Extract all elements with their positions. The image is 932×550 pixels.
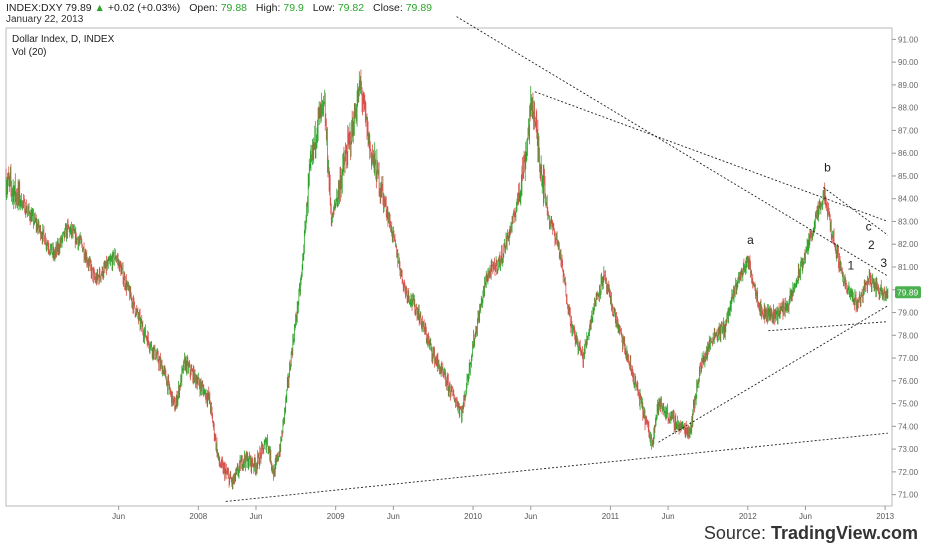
quote-header: INDEX:DXY 79.89 ▲ +0.02 (+0.03%) Open: 7… (6, 2, 432, 14)
date-label: January 22, 2013 (6, 14, 84, 25)
chart-legend: Dollar Index, D, INDEX Vol (20) (12, 33, 114, 59)
legend-volume: Vol (20) (12, 47, 47, 58)
x-tick-label: 2011 (602, 512, 620, 521)
open-value: 79.88 (220, 2, 247, 14)
y-tick-label: 78.00 (898, 331, 919, 340)
y-tick-label: 77.00 (898, 354, 919, 363)
plot-frame (5, 27, 893, 507)
wave-annotations: a b c 21 3 (747, 160, 887, 272)
x-tick-label: Jun (112, 512, 125, 521)
wave-label: 1 (847, 258, 854, 272)
y-tick-label: 82.00 (898, 240, 919, 249)
x-tick-label: Jun (662, 512, 675, 521)
y-tick-label: 75.00 (898, 400, 919, 409)
x-tick-label: 2012 (739, 512, 757, 521)
wave-label: 2 (868, 238, 875, 252)
y-tick-label: 91.00 (898, 35, 919, 44)
trendline (225, 432, 888, 502)
open-label: Open: (189, 2, 218, 14)
wave-label: b (824, 160, 831, 174)
y-tick-label: 84.00 (898, 195, 919, 204)
x-tick-label: 2008 (189, 512, 207, 521)
high-label: High: (255, 2, 281, 14)
price-change: +0.02 (+0.03%) (107, 2, 181, 14)
trendline (658, 305, 889, 443)
wave-label: a (747, 233, 754, 247)
y-tick-label: 72.00 (898, 468, 919, 477)
high-value: 79.9 (283, 2, 304, 14)
up-arrow-icon: ▲ (94, 2, 105, 14)
trendline (456, 16, 889, 277)
x-tick-label: Jun (799, 512, 812, 521)
source-prefix: Source: (703, 523, 771, 543)
price-tag-box (895, 286, 921, 299)
wave-label: 3 (880, 256, 887, 270)
source-credit: Source: TradingView.com (704, 523, 918, 544)
trendline (768, 321, 888, 332)
close-value: 79.89 (405, 2, 432, 14)
x-tick-label: Jun (387, 512, 400, 521)
last-price: 79.89 (65, 2, 92, 14)
y-tick-label: 73.00 (898, 445, 919, 454)
y-tick-label: 76.00 (898, 377, 919, 386)
legend-title: Dollar Index, D, INDEX (12, 34, 115, 45)
x-tick-label: Jun (524, 512, 537, 521)
wave-label: c (866, 220, 872, 234)
trendline (823, 186, 889, 236)
y-tick-label: 87.00 (898, 126, 919, 135)
close-label: Close: (373, 2, 403, 14)
x-axis: Jun 2008 Jun 2009 Jun 2010 Jun 2011 Jun 2012 Jun 20… (112, 506, 895, 521)
trendlines (225, 16, 889, 502)
y-tick-label: 79.00 (898, 309, 919, 318)
x-tick-label: Jun (250, 512, 263, 521)
x-tick-label: 2010 (464, 512, 482, 521)
y-tick-label: 83.00 (898, 217, 919, 226)
x-tick-label: 2013 (876, 512, 894, 521)
symbol: INDEX:DXY (6, 2, 63, 14)
y-tick-label: 86.00 (898, 149, 919, 158)
y-tick-label: 88.00 (898, 104, 919, 113)
y-tick-label: 81.00 (898, 263, 919, 272)
last-price-tag: 79.89 (895, 286, 921, 299)
y-tick-label: 90.00 (898, 58, 919, 67)
low-value: 79.82 (337, 2, 365, 14)
trendline (534, 91, 889, 222)
y-axis: 91.00 90.00 89.00 88.00 87.00 86.00 85.00 84.00… (892, 35, 919, 500)
source-brand: TradingView.com (770, 523, 918, 543)
candles (5, 69, 889, 490)
y-tick-label: 89.00 (898, 81, 919, 90)
y-tick-label: 85.00 (898, 172, 919, 181)
y-tick-label: 71.00 (898, 491, 919, 500)
y-tick-label: 74.00 (898, 422, 919, 431)
low-label: Low: (312, 2, 335, 14)
price-tag-text: 79.89 (897, 287, 919, 297)
x-tick-label: 2009 (327, 512, 345, 521)
